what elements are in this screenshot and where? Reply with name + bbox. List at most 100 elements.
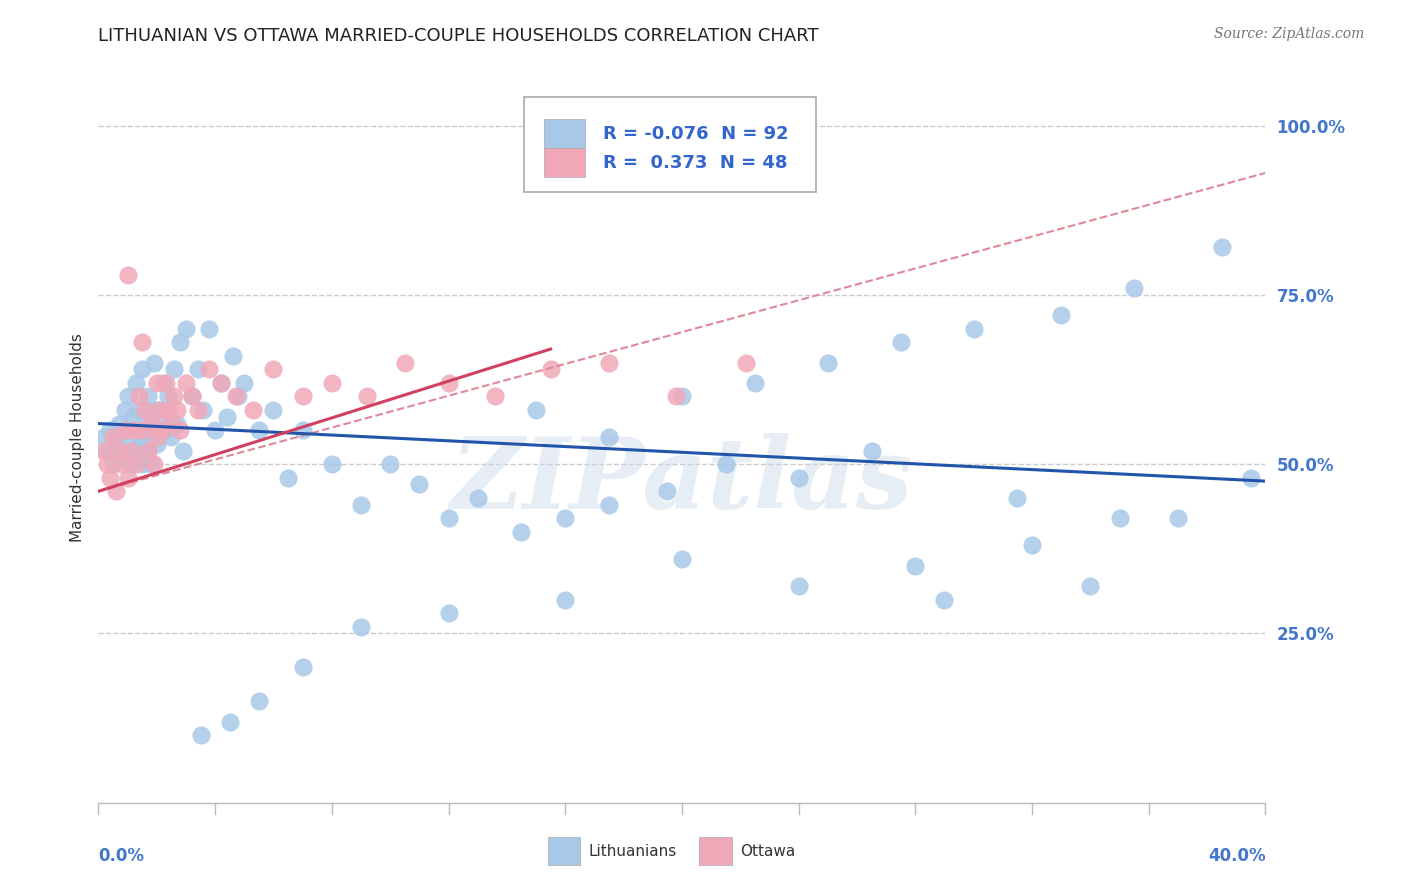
- Text: ZIPatlas: ZIPatlas: [451, 433, 912, 529]
- Point: [1080, 579, 1102, 593]
- Point: [350, 498, 373, 512]
- Point: [146, 430, 169, 444]
- Point: [114, 403, 136, 417]
- Text: Ottawa: Ottawa: [741, 844, 796, 859]
- Point: [117, 268, 139, 282]
- Point: [104, 437, 127, 451]
- Point: [1240, 471, 1263, 485]
- Point: [142, 457, 165, 471]
- Point: [125, 376, 148, 390]
- Point: [155, 423, 177, 437]
- Point: [146, 437, 169, 451]
- Point: [598, 355, 620, 369]
- Point: [122, 423, 145, 437]
- Point: [437, 511, 460, 525]
- Point: [128, 430, 150, 444]
- Point: [209, 376, 232, 390]
- Point: [125, 443, 148, 458]
- Point: [598, 498, 620, 512]
- Point: [180, 389, 202, 403]
- Point: [98, 471, 121, 485]
- Point: [111, 457, 134, 471]
- Point: [149, 409, 172, 424]
- Point: [934, 592, 956, 607]
- Point: [160, 417, 183, 431]
- Point: [787, 579, 810, 593]
- Point: [187, 403, 209, 417]
- Point: [101, 430, 124, 444]
- Point: [136, 443, 159, 458]
- Point: [117, 471, 139, 485]
- Point: [408, 477, 430, 491]
- Point: [860, 443, 883, 458]
- Point: [198, 322, 221, 336]
- Point: [93, 443, 115, 458]
- Point: [1108, 511, 1130, 525]
- Point: [242, 403, 264, 417]
- Point: [904, 558, 927, 573]
- Point: [139, 423, 162, 437]
- Point: [128, 403, 150, 417]
- Text: LITHUANIAN VS OTTAWA MARRIED-COUPLE HOUSEHOLDS CORRELATION CHART: LITHUANIAN VS OTTAWA MARRIED-COUPLE HOUS…: [98, 27, 820, 45]
- Point: [671, 389, 693, 403]
- Point: [221, 349, 243, 363]
- Point: [139, 417, 162, 431]
- Point: [209, 376, 232, 390]
- Point: [131, 423, 153, 437]
- Point: [193, 403, 215, 417]
- Point: [101, 457, 124, 471]
- Point: [228, 389, 250, 403]
- Point: [125, 457, 148, 471]
- Point: [215, 409, 238, 424]
- Point: [787, 471, 810, 485]
- Point: [134, 437, 156, 451]
- Point: [657, 484, 679, 499]
- Point: [139, 457, 162, 471]
- Point: [160, 430, 183, 444]
- Point: [233, 376, 256, 390]
- Point: [131, 457, 153, 471]
- Point: [962, 322, 984, 336]
- Point: [190, 728, 212, 742]
- Point: [128, 389, 150, 403]
- Point: [120, 457, 142, 471]
- FancyBboxPatch shape: [548, 838, 581, 865]
- Point: [204, 423, 226, 437]
- Point: [262, 362, 284, 376]
- Point: [149, 403, 172, 417]
- Point: [157, 389, 180, 403]
- Point: [142, 355, 165, 369]
- Point: [437, 606, 460, 620]
- Point: [540, 362, 562, 376]
- Point: [122, 409, 145, 424]
- Point: [93, 430, 115, 444]
- Point: [817, 355, 839, 369]
- Point: [163, 389, 186, 403]
- Point: [114, 423, 136, 437]
- Point: [152, 423, 174, 437]
- FancyBboxPatch shape: [544, 119, 585, 148]
- Point: [554, 592, 576, 607]
- Point: [394, 355, 416, 369]
- Point: [467, 491, 489, 505]
- Point: [117, 430, 139, 444]
- Point: [136, 389, 159, 403]
- Point: [735, 355, 758, 369]
- Point: [180, 389, 202, 403]
- Point: [134, 403, 156, 417]
- Point: [98, 423, 121, 437]
- FancyBboxPatch shape: [544, 148, 585, 178]
- Point: [122, 423, 145, 437]
- Text: R = -0.076  N = 92: R = -0.076 N = 92: [603, 125, 789, 143]
- Point: [671, 552, 693, 566]
- Point: [524, 403, 547, 417]
- Point: [1211, 240, 1233, 254]
- Point: [291, 660, 314, 674]
- Point: [155, 376, 177, 390]
- Point: [134, 409, 156, 424]
- Text: Lithuanians: Lithuanians: [589, 844, 676, 859]
- Point: [291, 389, 314, 403]
- Point: [714, 457, 737, 471]
- Point: [163, 362, 186, 376]
- Point: [1050, 308, 1073, 322]
